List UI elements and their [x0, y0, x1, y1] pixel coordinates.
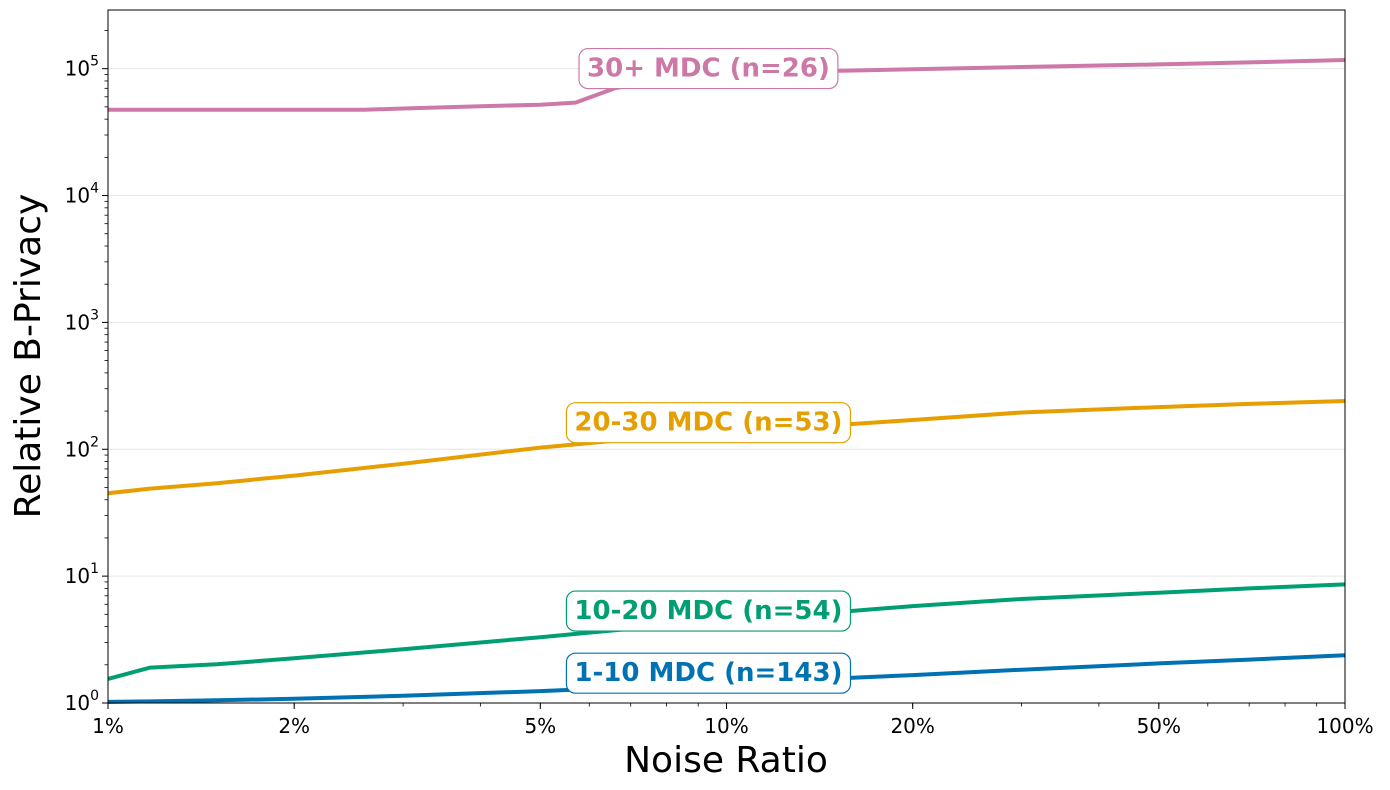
- series-label-box: 10-20 MDC (n=54): [565, 590, 852, 632]
- series-label: 1-10 MDC (n=143): [574, 658, 842, 688]
- x-tick-label: 1%: [92, 714, 124, 738]
- label-box-frame: [565, 402, 852, 444]
- series-labels: 30+ MDC (n=26) 20-30 MDC (n=53) 10-20 MDC …: [565, 47, 852, 694]
- x-tick-label: 100%: [1316, 714, 1373, 738]
- x-tick-label: 20%: [890, 714, 934, 738]
- x-tick-label: 50%: [1137, 714, 1181, 738]
- y-tick-label: 104: [65, 181, 99, 208]
- series-label: 30+ MDC (n=26): [587, 54, 830, 84]
- series-label-box: 1-10 MDC (n=143): [565, 652, 852, 694]
- y-tick-label: 102: [65, 434, 99, 461]
- label-box-frame: [565, 590, 852, 632]
- series-label: 20-30 MDC (n=53): [574, 408, 842, 438]
- x-tick-label: 5%: [524, 714, 556, 738]
- x-axis-title: Noise Ratio: [624, 740, 828, 781]
- y-tick-label: 103: [65, 307, 99, 334]
- label-box-frame: [578, 47, 839, 90]
- y-tick-label: 100: [65, 688, 99, 715]
- x-axis-ticks: 1% 2% 5% 10% 20% 50% 100%: [92, 703, 1374, 738]
- y-tick-label: 105: [65, 54, 99, 81]
- series-line: [108, 58, 1346, 112]
- y-tick-label: 101: [65, 561, 99, 588]
- series-label: 10-20 MDC (n=54): [574, 596, 842, 626]
- y-axis-ticks: 100 101 102 103 104 105: [65, 30, 108, 715]
- label-box-frame: [565, 652, 852, 694]
- series-label-box: 20-30 MDC (n=53): [565, 402, 852, 444]
- x-tick-label: 2%: [278, 714, 310, 738]
- y-axis-title: Relative B-Privacy: [8, 194, 49, 519]
- x-tick-label: 10%: [704, 714, 748, 738]
- series-label-box: 30+ MDC (n=26): [578, 47, 839, 90]
